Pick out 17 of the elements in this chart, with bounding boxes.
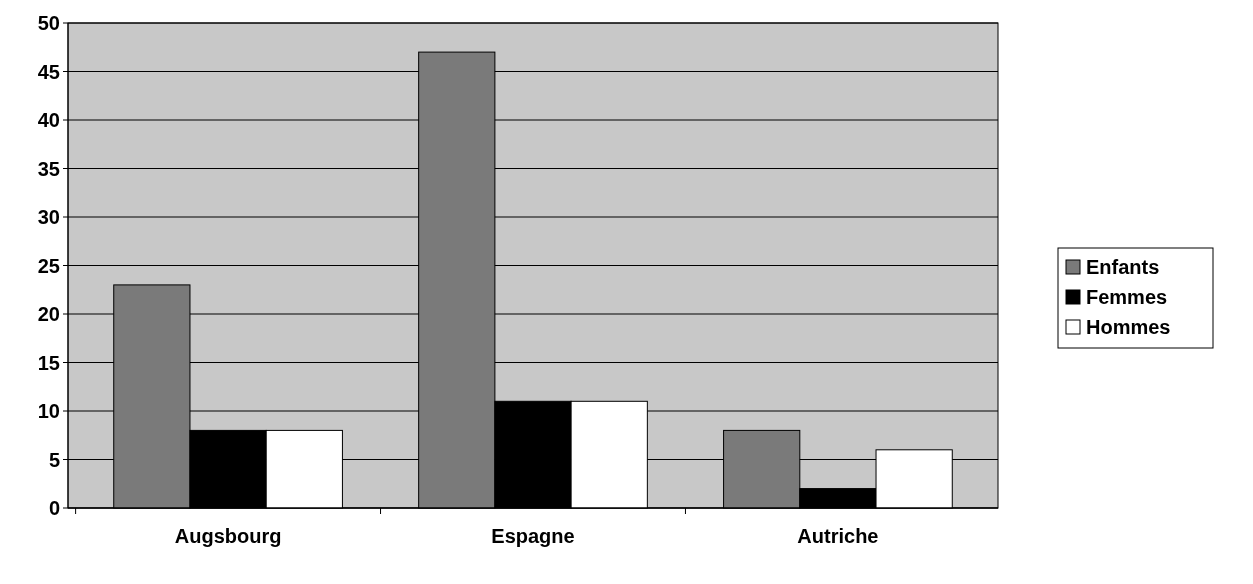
y-tick-label: 15 (37, 351, 60, 374)
legend-label: Enfants (1086, 256, 1160, 278)
x-tick-label: Espagne (491, 525, 575, 547)
y-tick-label: 30 (37, 206, 60, 228)
x-tick-label: Autriche (797, 525, 879, 547)
legend-label: Femmes (1086, 286, 1168, 308)
y-tick-label: 20 (37, 303, 60, 325)
x-tick-label: Augsbourg (174, 525, 282, 547)
y-tick-label: 35 (37, 157, 60, 180)
y-tick-label: 10 (37, 400, 60, 422)
y-tick-label: 45 (37, 60, 60, 83)
y-tick-label: 50 (37, 12, 60, 34)
legend-label: Hommes (1086, 316, 1171, 338)
y-tick-label: 5 (48, 448, 60, 471)
y-tick-label: 25 (37, 254, 60, 277)
y-tick-label: 0 (48, 497, 60, 519)
y-tick-label: 40 (37, 109, 60, 131)
